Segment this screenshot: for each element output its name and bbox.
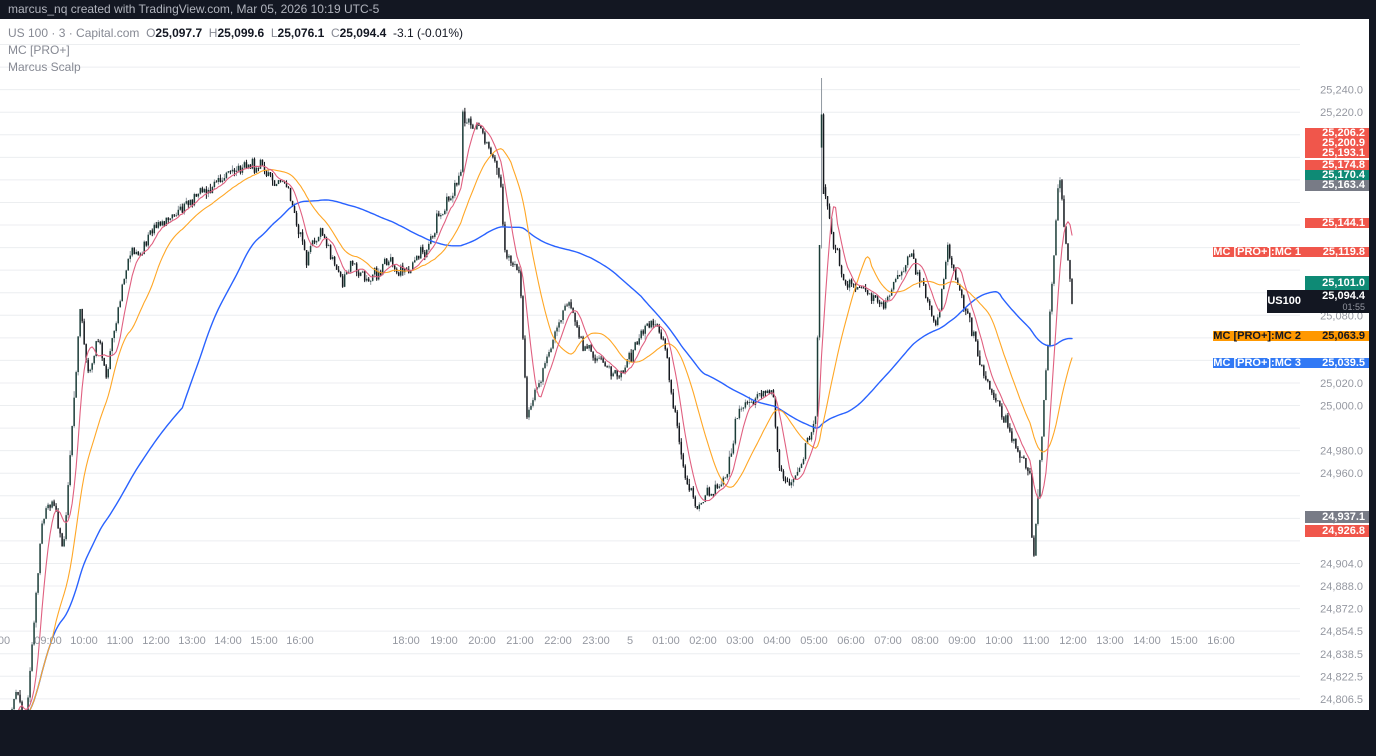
svg-text:18:00: 18:00 (392, 635, 420, 647)
svg-text:08:00: 08:00 (911, 635, 939, 647)
svg-text:24,838.5: 24,838.5 (1320, 649, 1363, 661)
svg-text:05:00: 05:00 (800, 635, 828, 647)
svg-text:23:00: 23:00 (582, 635, 610, 647)
svg-text:22:00: 22:00 (544, 635, 572, 647)
svg-text:07:00: 07:00 (874, 635, 902, 647)
svg-text:15:00: 15:00 (250, 635, 278, 647)
svg-text:24,980.0: 24,980.0 (1320, 446, 1363, 458)
svg-text:14:00: 14:00 (1133, 635, 1161, 647)
svg-text:24,888.0: 24,888.0 (1320, 581, 1363, 593)
svg-text:25,000.0: 25,000.0 (1320, 401, 1363, 413)
svg-text:20:00: 20:00 (468, 635, 496, 647)
svg-text:5: 5 (627, 635, 633, 647)
svg-text:25,240.0: 25,240.0 (1320, 85, 1363, 97)
svg-text:02:00: 02:00 (689, 635, 717, 647)
svg-text:10:00: 10:00 (70, 635, 98, 647)
svg-text:24,854.5: 24,854.5 (1320, 626, 1363, 638)
svg-text:11:00: 11:00 (107, 635, 134, 647)
svg-text:11:00: 11:00 (1023, 635, 1050, 647)
svg-text:24,806.5: 24,806.5 (1320, 694, 1363, 706)
svg-text:06:00: 06:00 (837, 635, 865, 647)
svg-text:01:00: 01:00 (652, 635, 680, 647)
svg-text:24,904.0: 24,904.0 (1320, 558, 1363, 570)
svg-text:03:00: 03:00 (726, 635, 754, 647)
svg-text:14:00: 14:00 (214, 635, 242, 647)
svg-text:12:00: 12:00 (142, 635, 170, 647)
svg-text:16:00: 16:00 (286, 635, 314, 647)
svg-text:15:00: 15:00 (1170, 635, 1198, 647)
svg-text:16:00: 16:00 (1207, 635, 1235, 647)
svg-text:13:00: 13:00 (1096, 635, 1124, 647)
svg-text:12:00: 12:00 (1059, 635, 1087, 647)
svg-text:10:00: 10:00 (985, 635, 1013, 647)
svg-text:24,822.5: 24,822.5 (1320, 671, 1363, 683)
svg-text:25,020.0: 25,020.0 (1320, 378, 1363, 390)
svg-text:19:00: 19:00 (430, 635, 458, 647)
svg-text:24,960.0: 24,960.0 (1320, 468, 1363, 480)
svg-text:09:00: 09:00 (34, 635, 62, 647)
svg-text:21:00: 21:00 (506, 635, 534, 647)
svg-text:25,220.0: 25,220.0 (1320, 107, 1363, 119)
svg-text:13:00: 13:00 (178, 635, 206, 647)
svg-text:09:00: 09:00 (948, 635, 976, 647)
svg-text:24,872.0: 24,872.0 (1320, 604, 1363, 616)
svg-text:04:00: 04:00 (763, 635, 791, 647)
svg-text:00: 00 (0, 635, 10, 647)
